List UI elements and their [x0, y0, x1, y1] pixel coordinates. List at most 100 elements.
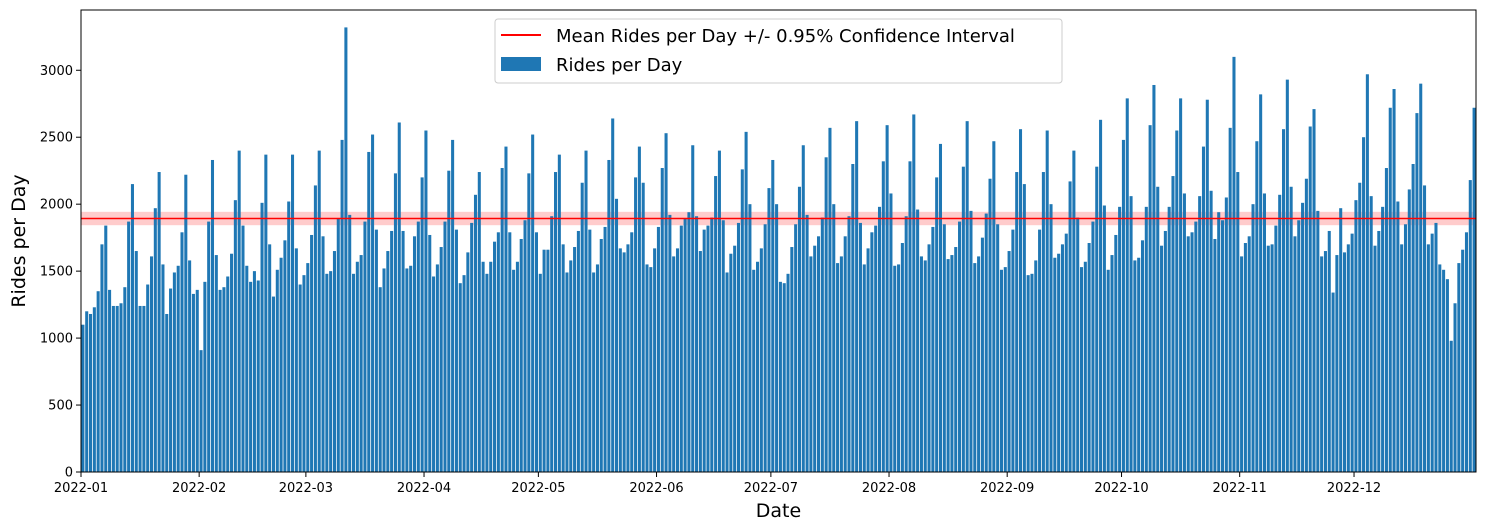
- bar: [935, 177, 939, 472]
- bar: [1304, 178, 1308, 473]
- bar: [1167, 206, 1171, 472]
- bar: [946, 259, 950, 472]
- bar: [573, 247, 577, 472]
- bar: [1396, 201, 1400, 472]
- bar: [1060, 244, 1064, 472]
- bar: [1373, 245, 1377, 472]
- bar: [1442, 269, 1446, 472]
- bar: [1205, 99, 1209, 472]
- bar: [1282, 129, 1286, 472]
- bar: [1251, 204, 1255, 473]
- bar: [992, 141, 996, 473]
- bar: [679, 225, 683, 472]
- bar: [237, 150, 241, 473]
- bar: [1350, 233, 1354, 472]
- bar: [268, 244, 272, 472]
- bar: [1449, 340, 1453, 472]
- bar: [169, 288, 173, 472]
- bar: [1354, 200, 1358, 472]
- bar: [630, 232, 634, 472]
- bar: [733, 245, 737, 472]
- bar: [1114, 234, 1118, 472]
- bar: [1053, 257, 1057, 472]
- bar: [447, 170, 451, 472]
- bar: [367, 151, 371, 472]
- legend-bars-label: Rides per Day: [556, 55, 683, 76]
- bar: [1411, 164, 1415, 472]
- bar: [550, 216, 554, 472]
- bar: [512, 269, 516, 472]
- bar: [428, 234, 432, 472]
- bar: [1335, 255, 1339, 472]
- bar: [161, 264, 165, 472]
- bar: [1026, 275, 1030, 472]
- bar: [1221, 220, 1225, 472]
- bar: [149, 256, 154, 472]
- bar: [641, 182, 645, 472]
- bar: [996, 224, 1000, 472]
- bar: [397, 122, 401, 473]
- bar: [302, 275, 306, 472]
- bar: [1068, 181, 1072, 472]
- bar: [1099, 119, 1103, 472]
- bar: [142, 305, 146, 472]
- bar: [736, 222, 740, 472]
- bar: [759, 248, 763, 472]
- bar: [1426, 244, 1430, 472]
- bar: [1190, 232, 1194, 472]
- x-tick-label: 2022-12: [1327, 481, 1381, 496]
- bar: [1377, 230, 1381, 472]
- bar: [756, 261, 760, 472]
- bar: [1224, 197, 1228, 473]
- bar: [942, 224, 946, 472]
- bar: [664, 133, 668, 472]
- bar: [1106, 269, 1110, 472]
- bar: [374, 229, 378, 472]
- bar: [1430, 233, 1434, 472]
- bar: [931, 226, 935, 472]
- bar: [527, 173, 531, 472]
- bar: [961, 166, 965, 472]
- bar: [1217, 212, 1221, 472]
- bar: [786, 273, 790, 472]
- bar: [466, 252, 470, 472]
- bar: [874, 225, 878, 472]
- bar: [912, 114, 916, 472]
- bar: [1342, 252, 1347, 472]
- bar: [412, 236, 417, 472]
- x-tick-label: 2022-09: [980, 481, 1034, 496]
- bar: [542, 249, 546, 472]
- bar: [108, 289, 112, 472]
- bar: [790, 247, 794, 472]
- bar: [203, 281, 207, 472]
- bar: [1445, 279, 1449, 472]
- bar: [195, 289, 199, 472]
- bar: [275, 269, 279, 472]
- bar: [954, 247, 958, 472]
- bar: [127, 221, 131, 472]
- bar: [1140, 240, 1145, 472]
- bar: [813, 245, 817, 472]
- bar: [969, 210, 973, 472]
- bar: [1285, 79, 1289, 472]
- bar: [294, 248, 298, 472]
- bar: [451, 139, 455, 472]
- bar: [1102, 205, 1106, 472]
- bar: [534, 232, 538, 472]
- bar: [897, 264, 901, 472]
- bar: [176, 265, 180, 472]
- bar: [218, 289, 222, 472]
- bar: [1358, 182, 1362, 472]
- bar: [317, 150, 321, 473]
- bar: [500, 168, 504, 472]
- bar: [1346, 244, 1350, 472]
- bar: [592, 272, 596, 472]
- bar: [775, 204, 779, 473]
- bar: [691, 145, 695, 472]
- bar: [634, 177, 638, 472]
- bar: [1156, 186, 1160, 472]
- bar: [104, 225, 108, 472]
- bar: [695, 216, 699, 472]
- bar: [836, 263, 840, 472]
- bar: [927, 244, 931, 472]
